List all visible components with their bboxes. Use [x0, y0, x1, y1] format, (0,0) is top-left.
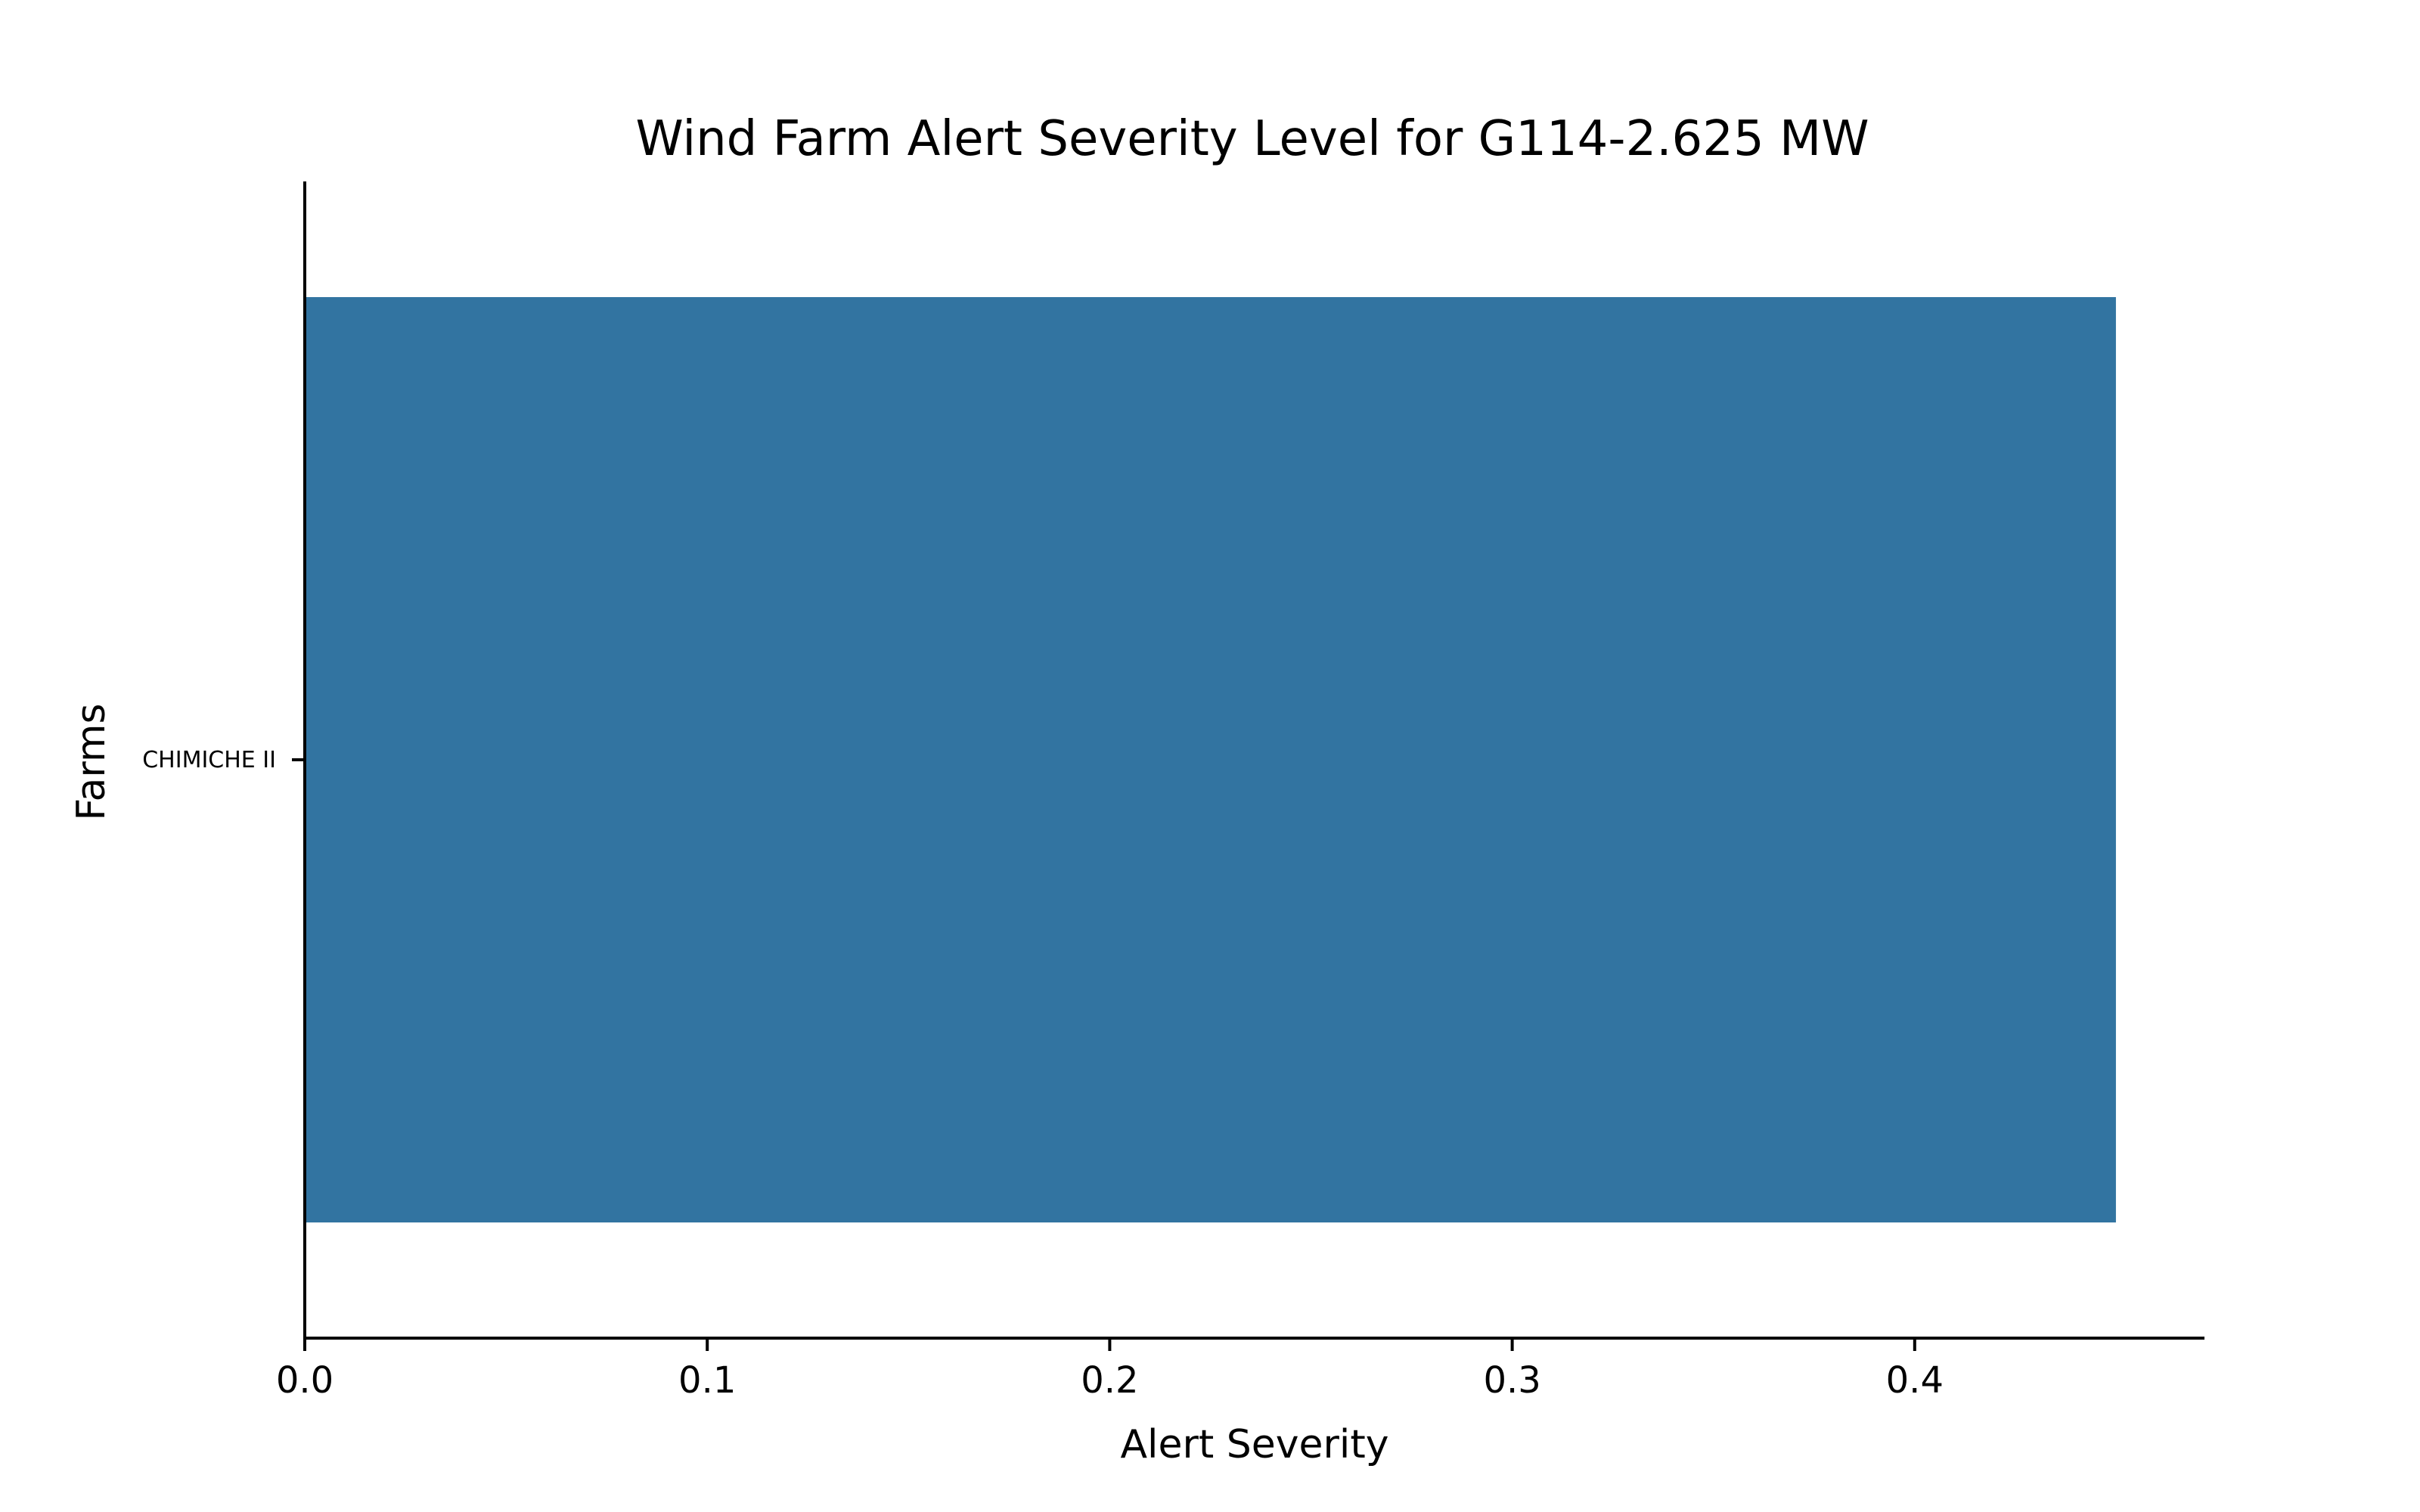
chart-title: Wind Farm Alert Severity Level for G114-…: [635, 111, 1869, 167]
x-tick-label: 0.1: [678, 1359, 736, 1402]
x-tick-label: 0.3: [1483, 1359, 1540, 1402]
x-tick-label: 0.4: [1886, 1359, 1944, 1402]
y-axis-label: Farms: [69, 703, 114, 820]
bars-group: [305, 297, 2116, 1222]
bar-0: [305, 297, 2116, 1222]
y-ticks-group: CHIMICHE II: [142, 747, 305, 773]
y-tick-label: CHIMICHE II: [142, 747, 276, 773]
x-axis-label: Alert Severity: [1120, 1422, 1388, 1467]
x-tick-label: 0.2: [1081, 1359, 1138, 1402]
x-tick-label: 0.0: [276, 1359, 334, 1402]
x-ticks-group: 0.0 0.1 0.2 0.3 0.4: [276, 1338, 1944, 1402]
